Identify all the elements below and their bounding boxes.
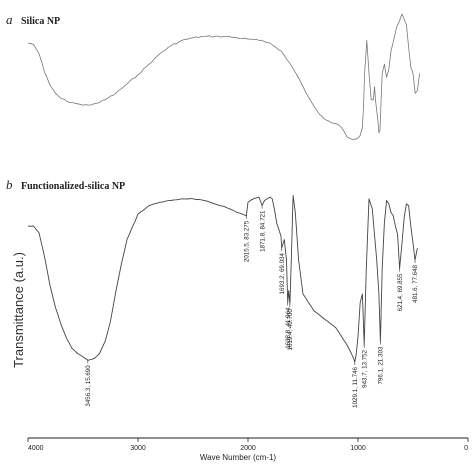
peak-label: 1029.1, 11.746 [352, 366, 359, 407]
x-axis-label: Wave Number (cm-1) [200, 453, 276, 462]
x-tick-label: 1000 [350, 445, 366, 452]
peak-label: 796.1, 21.303 [378, 346, 385, 384]
x-tick-label: 0 [464, 445, 468, 452]
y-axis-label: Transmittance (a.u.) [11, 252, 26, 368]
peak-label: 1871.8, 84.721 [259, 210, 266, 252]
peak-label: 1693.2, 69.034 [279, 253, 286, 295]
peak-label: 943.7, 13.752 [361, 349, 368, 387]
x-tick-label: 3000 [130, 445, 146, 452]
spectrum-line-panel-a [27, 13, 420, 140]
peak-label: 1619.4, 40.700 [287, 309, 294, 351]
panel-b-title: Functionalized-silica NP [21, 181, 125, 192]
panel-b-letter: b [6, 177, 13, 192]
x-tick-label: 2000 [240, 445, 256, 452]
peak-label: 2015.5, 83.275 [244, 220, 251, 262]
curves-layer [27, 13, 420, 363]
panel-a-letter: a [6, 12, 13, 27]
peak-label: 3456.3, 15.690 [85, 365, 92, 407]
peak-labels-layer: 3456.3, 15.690 2015.5, 83.275 1871.8, 84.7… [85, 205, 419, 408]
x-axis-ticks: 4000 3000 2000 1000 0 [27, 438, 469, 452]
peak-label: 621.4, 69.855 [397, 273, 404, 311]
panel-a-title: Silica NP [21, 16, 60, 27]
peak-label: 1638.8, 41.964 [285, 307, 292, 349]
spectrum-line-panel-b [27, 194, 418, 363]
x-tick-label: 4000 [28, 445, 44, 452]
peak-label: 481.6, 77.648 [412, 264, 419, 302]
